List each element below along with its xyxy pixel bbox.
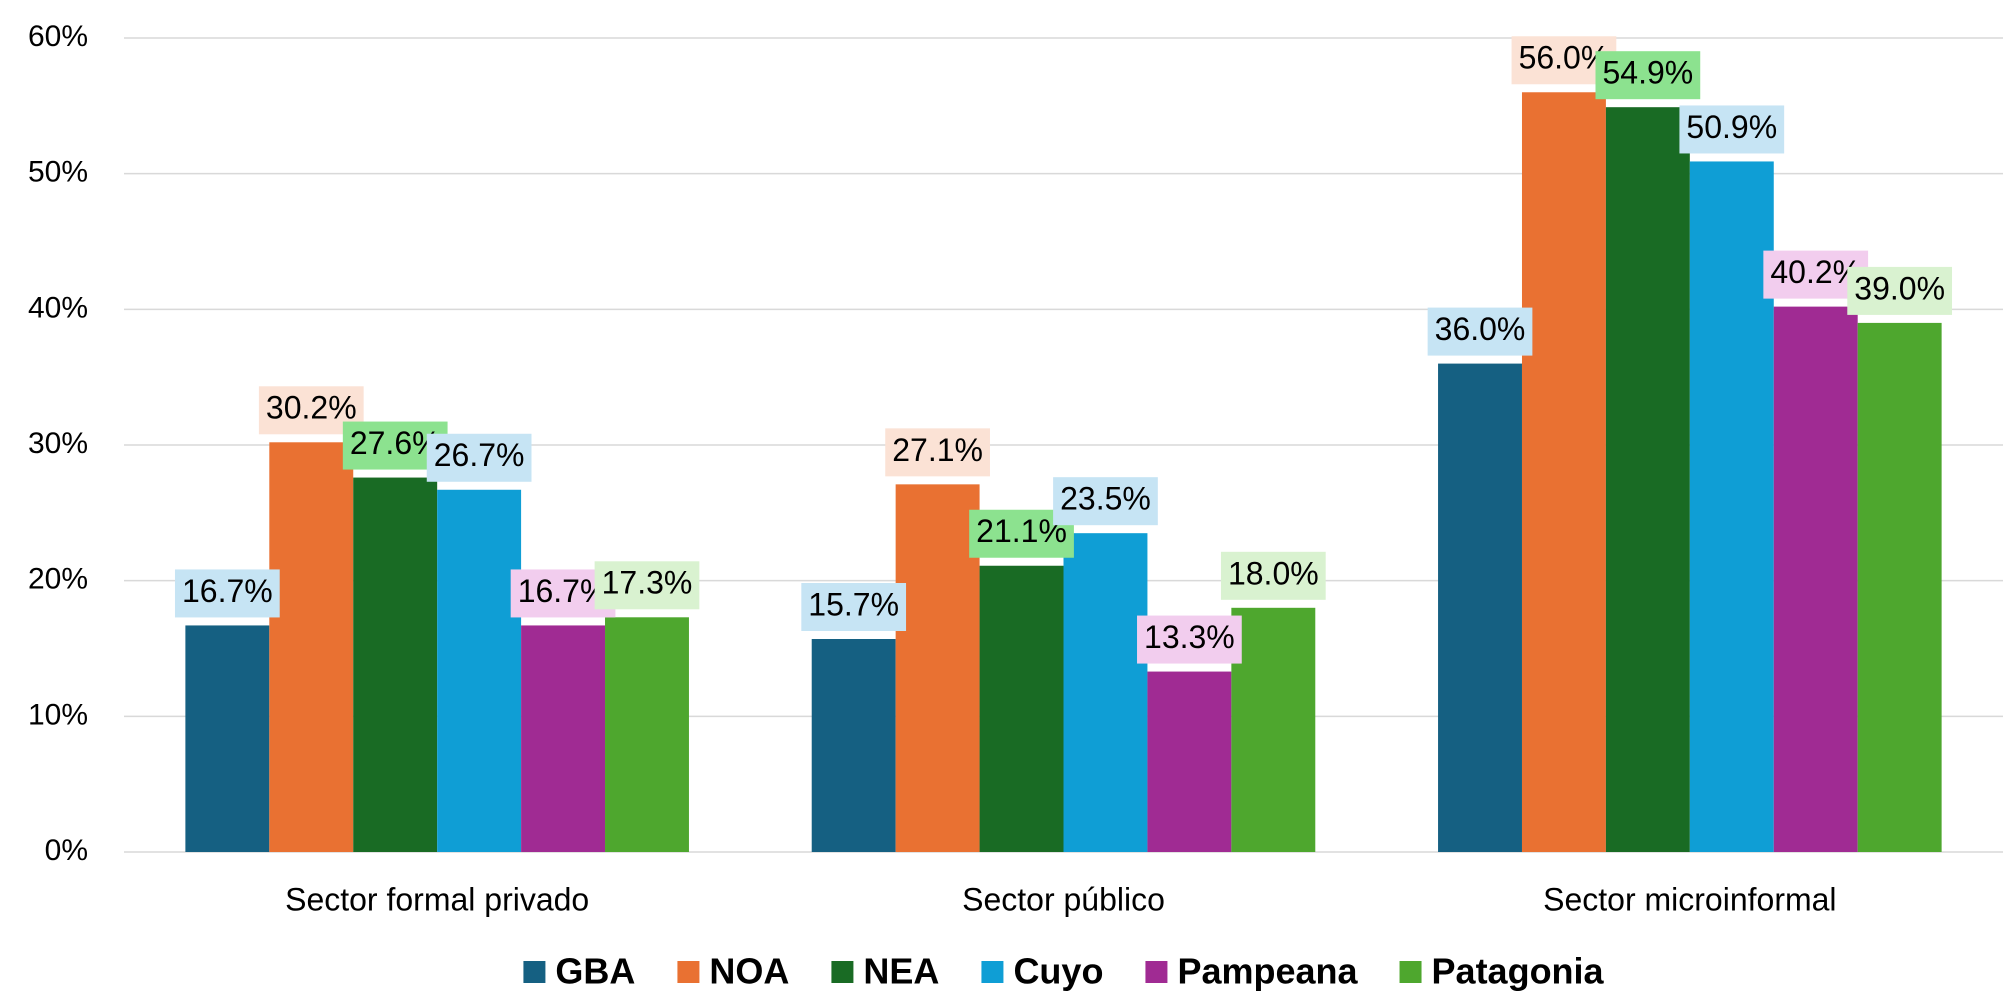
bar: [1689, 161, 1774, 852]
data-label: 17.3%: [602, 565, 693, 601]
legend-label: NEA: [863, 951, 939, 992]
legend-swatch: [523, 961, 546, 983]
data-label-box: [1137, 615, 1242, 664]
data-label: 50.9%: [1686, 109, 1777, 145]
bar: [1605, 107, 1690, 852]
bar: [1521, 92, 1606, 853]
data-label-box: [174, 569, 280, 618]
data-label-box: [594, 561, 700, 610]
data-label: 30.2%: [266, 390, 357, 426]
legend-swatch: [981, 961, 1004, 983]
data-label-box: [1679, 105, 1785, 154]
data-label: 23.5%: [1060, 481, 1151, 517]
data-label-box: [1220, 551, 1326, 600]
bar: [895, 484, 980, 852]
y-tick-label: 20%: [28, 563, 88, 596]
data-label: 27.1%: [892, 432, 983, 468]
y-tick-label: 30%: [28, 427, 88, 460]
data-label-box: [1847, 266, 1953, 315]
data-label: 15.7%: [808, 586, 899, 622]
data-label: 16.7%: [182, 573, 273, 609]
legend-label: Cuyo: [1013, 951, 1103, 992]
legend-label: Pampeana: [1177, 951, 1358, 992]
data-label: 13.3%: [1144, 619, 1235, 655]
bar: [1773, 306, 1858, 852]
bar: [521, 625, 606, 852]
data-label-box: [801, 583, 907, 632]
data-label: 27.6%: [350, 425, 441, 461]
bar: [185, 625, 270, 852]
data-label-box: [885, 428, 990, 477]
x-tick-label: Sector microinformal: [1543, 881, 1836, 917]
data-label: 16.7%: [518, 573, 609, 609]
data-label-box: [1053, 477, 1158, 526]
data-label: 39.0%: [1854, 270, 1945, 306]
bar: [1147, 671, 1232, 852]
data-label: 26.7%: [434, 437, 525, 473]
bar: [811, 639, 896, 852]
y-tick-label: 60%: [28, 20, 88, 53]
legend-swatch: [831, 961, 854, 983]
bar: [605, 617, 689, 852]
y-tick-label: 10%: [28, 698, 88, 731]
bar: [353, 477, 438, 852]
legend-swatch: [677, 961, 700, 983]
bar: [1063, 533, 1148, 852]
bar: [979, 565, 1064, 852]
data-label: 40.2%: [1770, 254, 1861, 290]
legend-label: GBA: [555, 951, 635, 992]
data-label: 54.9%: [1603, 55, 1694, 91]
legend-swatch: [1145, 961, 1168, 983]
legend: GBA NOA NEA Cuyo Pampeana Patagonia: [523, 951, 1605, 992]
data-label: 56.0%: [1519, 40, 1610, 76]
bar: [437, 489, 522, 852]
y-tick-label: 40%: [28, 291, 88, 324]
y-tick-label: 0%: [45, 834, 88, 867]
data-label-box: [1427, 307, 1533, 356]
bar: [1438, 363, 1522, 852]
x-tick-label: Sector formal privado: [285, 881, 589, 917]
data-label: 36.0%: [1435, 311, 1526, 347]
legend-label: Patagonia: [1432, 951, 1605, 992]
data-label-box: [1595, 51, 1701, 100]
bar: [1857, 322, 1942, 852]
bar: [1231, 607, 1316, 852]
data-label: 18.0%: [1228, 555, 1319, 591]
bar: [269, 442, 354, 852]
legend-swatch: [1399, 961, 1422, 983]
x-tick-label: Sector público: [962, 881, 1165, 917]
data-label-box: [426, 433, 532, 482]
data-labels: 16.7%30.2%27.6%26.7%16.7%17.3%15.7%27.1%…: [174, 36, 1953, 664]
data-label: 21.1%: [976, 513, 1067, 549]
legend-label: NOA: [709, 951, 789, 992]
y-tick-label: 50%: [28, 156, 88, 189]
